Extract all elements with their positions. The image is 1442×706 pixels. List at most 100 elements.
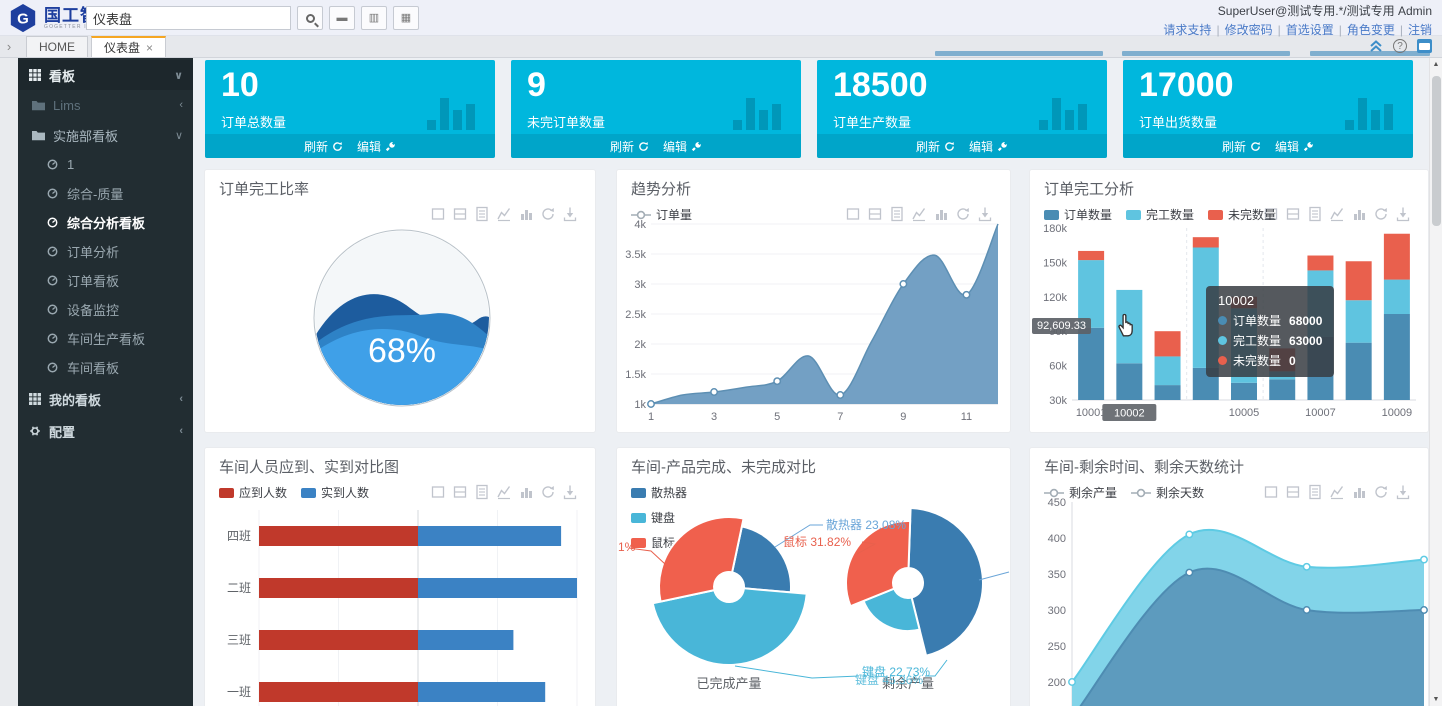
save-image-icon[interactable] xyxy=(563,207,577,222)
data-view-icon[interactable] xyxy=(476,484,488,500)
scrollbar-thumb[interactable] xyxy=(1432,76,1441,226)
pie-slice-键盘[interactable] xyxy=(862,587,921,632)
remaining-area-chart[interactable]: 4504003503002502001501011-一班1012-二班1013-… xyxy=(1030,494,1428,706)
pie-slice-散热器[interactable] xyxy=(730,525,792,594)
stack-icon[interactable] xyxy=(431,208,445,220)
scroll-down-arrow[interactable]: ▼ xyxy=(1432,696,1440,703)
data-view-icon[interactable] xyxy=(891,206,903,222)
legend-item-完工数量[interactable]: 完工数量 xyxy=(1126,206,1194,223)
refresh-button[interactable]: 刷新 xyxy=(610,138,649,155)
stack-icon[interactable] xyxy=(1264,208,1278,220)
data-view-icon[interactable] xyxy=(1309,206,1321,222)
sidebar-item-Lims[interactable]: Lims ‹ xyxy=(18,90,193,120)
legend-item-剩余天数[interactable]: 剩余天数 xyxy=(1131,484,1204,501)
sidebar-item-看板[interactable]: 看板 ∨ xyxy=(18,60,193,90)
refresh-button[interactable]: 刷新 xyxy=(1222,138,1261,155)
stack-icon[interactable] xyxy=(1264,486,1278,498)
sidebar-item-车间看板[interactable]: 车间看板 xyxy=(18,353,193,382)
bar-chart-toggle-icon[interactable] xyxy=(1354,210,1365,220)
sidebar-item-设备监控[interactable]: 设备监控 xyxy=(18,295,193,324)
legend-item-剩余产量[interactable]: 剩余产量 xyxy=(1044,484,1117,501)
tiled-icon[interactable] xyxy=(453,208,467,220)
trend-area-chart[interactable]: 4k 3.5k 3k 2.5k 2k 1.5k 1k1 3 5 7 9 11 xyxy=(617,216,1010,430)
header-link[interactable]: 请求支持 xyxy=(1163,23,1212,37)
list-view-button[interactable]: ▥ xyxy=(361,6,387,30)
legend-item-实到人数[interactable]: 实到人数 xyxy=(301,484,369,501)
chart-legend: 散热器 键盘 鼠标 xyxy=(631,484,687,551)
tiled-icon[interactable] xyxy=(453,486,467,498)
restore-icon[interactable] xyxy=(1375,486,1387,498)
tiled-icon[interactable] xyxy=(1286,486,1300,498)
bar-chart-toggle-icon[interactable] xyxy=(521,210,532,220)
sidebar-item-综合分析看板[interactable]: 综合分析看板 xyxy=(18,208,193,237)
legend-item-订单数量[interactable]: 订单数量 xyxy=(1044,206,1112,223)
tornado-bar-chart[interactable]: -10-50510四班二班三班一班 xyxy=(205,500,595,706)
sidebar-item-实施部看板[interactable]: 实施部看板 ∨ xyxy=(18,120,193,150)
sidebar-item-车间生产看板[interactable]: 车间生产看板 xyxy=(18,324,193,353)
line-chart-toggle-icon[interactable] xyxy=(1330,208,1344,222)
sidebar-expander[interactable]: › xyxy=(6,39,12,54)
legend-item-订单量[interactable]: 订单量 xyxy=(631,206,692,223)
liquid-gauge-chart[interactable]: 68% xyxy=(205,210,595,426)
sidebar-item-订单分析[interactable]: 订单分析 xyxy=(18,237,193,266)
bar-chart-toggle-icon[interactable] xyxy=(1354,488,1365,498)
sidebar-item-我的看板[interactable]: 我的看板 ‹ xyxy=(18,384,193,414)
sidebar-item-订单看板[interactable]: 订单看板 xyxy=(18,266,193,295)
close-tab-icon[interactable]: × xyxy=(146,40,154,55)
legend-item-鼠标[interactable]: 鼠标 xyxy=(631,534,675,551)
save-image-icon[interactable] xyxy=(978,207,992,222)
restore-icon[interactable] xyxy=(542,486,554,498)
tiled-icon[interactable] xyxy=(868,208,882,220)
bar-chart-toggle-icon[interactable] xyxy=(936,210,947,220)
edit-button[interactable]: 编辑 xyxy=(663,138,702,155)
pie-slice-鼠标[interactable] xyxy=(658,516,745,603)
line-chart-toggle-icon[interactable] xyxy=(1330,486,1344,500)
edit-button[interactable]: 编辑 xyxy=(357,138,396,155)
bar-chart-toggle-icon[interactable] xyxy=(521,488,532,498)
search-button[interactable] xyxy=(297,6,323,30)
sidebar-item-1[interactable]: 1 xyxy=(18,150,193,179)
stack-icon[interactable] xyxy=(846,208,860,220)
sidebar-item-综合-质量[interactable]: 综合-质量 xyxy=(18,179,193,208)
edit-button[interactable]: 编辑 xyxy=(1275,138,1314,155)
search-input[interactable] xyxy=(86,6,291,30)
header-link[interactable]: 注销 xyxy=(1407,23,1432,37)
line-chart-toggle-icon[interactable] xyxy=(497,486,511,500)
save-image-icon[interactable] xyxy=(1396,485,1410,500)
data-view-icon[interactable] xyxy=(476,206,488,222)
refresh-button[interactable]: 刷新 xyxy=(304,138,343,155)
restore-icon[interactable] xyxy=(1375,208,1387,220)
tab-HOME[interactable]: HOME xyxy=(26,36,88,57)
pie-slice-散热器[interactable] xyxy=(907,507,984,657)
legend-item-散热器[interactable]: 散热器 xyxy=(631,484,687,501)
legend-item-应到人数[interactable]: 应到人数 xyxy=(219,484,287,501)
collapse-up-icon[interactable] xyxy=(1369,39,1383,53)
tab-仪表盘[interactable]: 仪表盘 × xyxy=(91,36,167,57)
legend-item-未完数量[interactable]: 未完数量 xyxy=(1208,206,1276,223)
vertical-scrollbar[interactable]: ▲ ▼ xyxy=(1429,58,1442,706)
edit-button[interactable]: 编辑 xyxy=(969,138,1008,155)
pie-slice-键盘[interactable] xyxy=(651,587,808,666)
scroll-up-arrow[interactable]: ▲ xyxy=(1432,61,1440,68)
refresh-button[interactable]: 刷新 xyxy=(916,138,955,155)
tiled-icon[interactable] xyxy=(1286,208,1300,220)
header-link[interactable]: 首选设置 xyxy=(1285,23,1334,37)
stack-icon[interactable] xyxy=(431,486,445,498)
collapse-search-button[interactable]: ▬ xyxy=(329,6,355,30)
save-image-icon[interactable] xyxy=(563,485,577,500)
help-icon[interactable]: ? xyxy=(1393,39,1407,53)
grid-view-button[interactable]: ▦ xyxy=(393,6,419,30)
pie-caption: 剩余产量 xyxy=(882,676,934,691)
header-link[interactable]: 角色变更 xyxy=(1346,23,1395,37)
line-chart-toggle-icon[interactable] xyxy=(497,208,511,222)
save-image-icon[interactable] xyxy=(1396,207,1410,222)
data-view-icon[interactable] xyxy=(1309,484,1321,500)
legend-item-键盘[interactable]: 键盘 xyxy=(631,509,675,526)
restore-icon[interactable] xyxy=(957,208,969,220)
line-chart-toggle-icon[interactable] xyxy=(912,208,926,222)
header-link[interactable]: 修改密码 xyxy=(1224,23,1273,37)
restore-icon[interactable] xyxy=(542,208,554,220)
sidebar-item-配置[interactable]: 配置 ‹ xyxy=(18,416,193,446)
calendar-icon[interactable] xyxy=(1417,39,1432,53)
